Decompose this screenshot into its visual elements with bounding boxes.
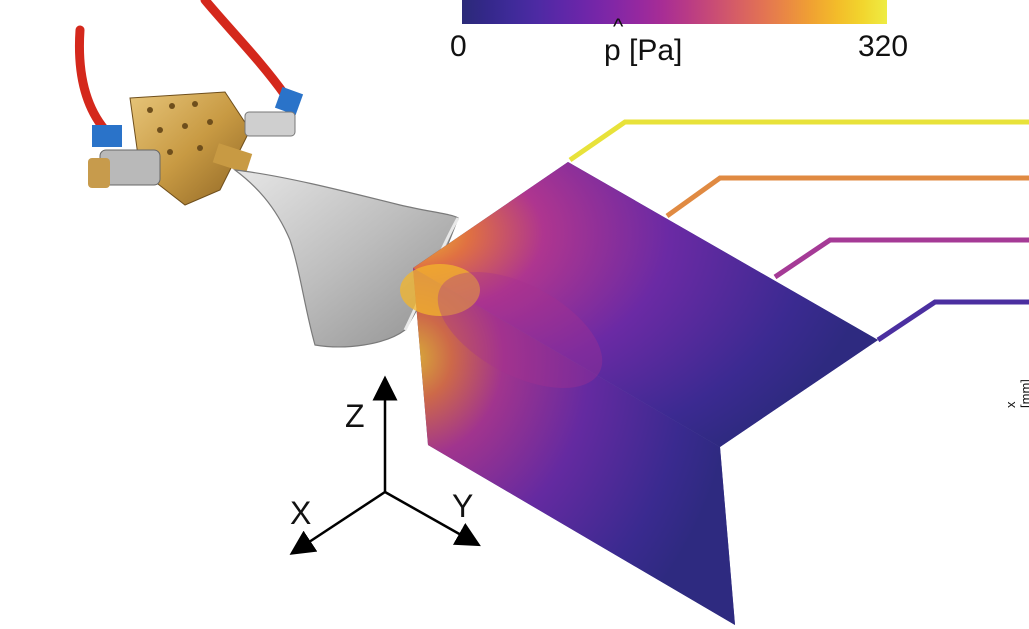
axis-y-arrow <box>384 490 481 547</box>
colorbar-min-label: 0 <box>450 30 467 63</box>
valve-assembly-picture <box>74 0 460 348</box>
axis-y-label: Y <box>452 488 474 524</box>
leader-line-1 <box>568 119 1029 163</box>
colorbar-title-hat: ^ <box>613 14 624 39</box>
field-hotspot-upper <box>413 162 878 447</box>
pressure-field <box>400 162 878 625</box>
axis-x-arrow <box>289 490 386 555</box>
red-tube-right <box>200 0 290 100</box>
leader-lines <box>568 119 1029 343</box>
axis-x-label: X <box>290 495 312 531</box>
colorbar-title: p [Pa] <box>604 34 683 67</box>
field-peak <box>400 264 480 316</box>
field-hotspot-lower <box>413 268 735 625</box>
leader-line-4 <box>876 299 1029 343</box>
side-axis-label: x [mm] <box>1003 379 1029 408</box>
axis-triad <box>289 375 481 555</box>
red-tube-left <box>74 25 110 135</box>
axis-z-label: Z <box>345 398 365 434</box>
colorbar-max-label: 320 <box>858 30 909 63</box>
leader-line-3 <box>773 237 1029 280</box>
leader-line-2 <box>665 175 1029 219</box>
colorbar-bar <box>462 0 887 24</box>
colorbar <box>462 0 887 24</box>
